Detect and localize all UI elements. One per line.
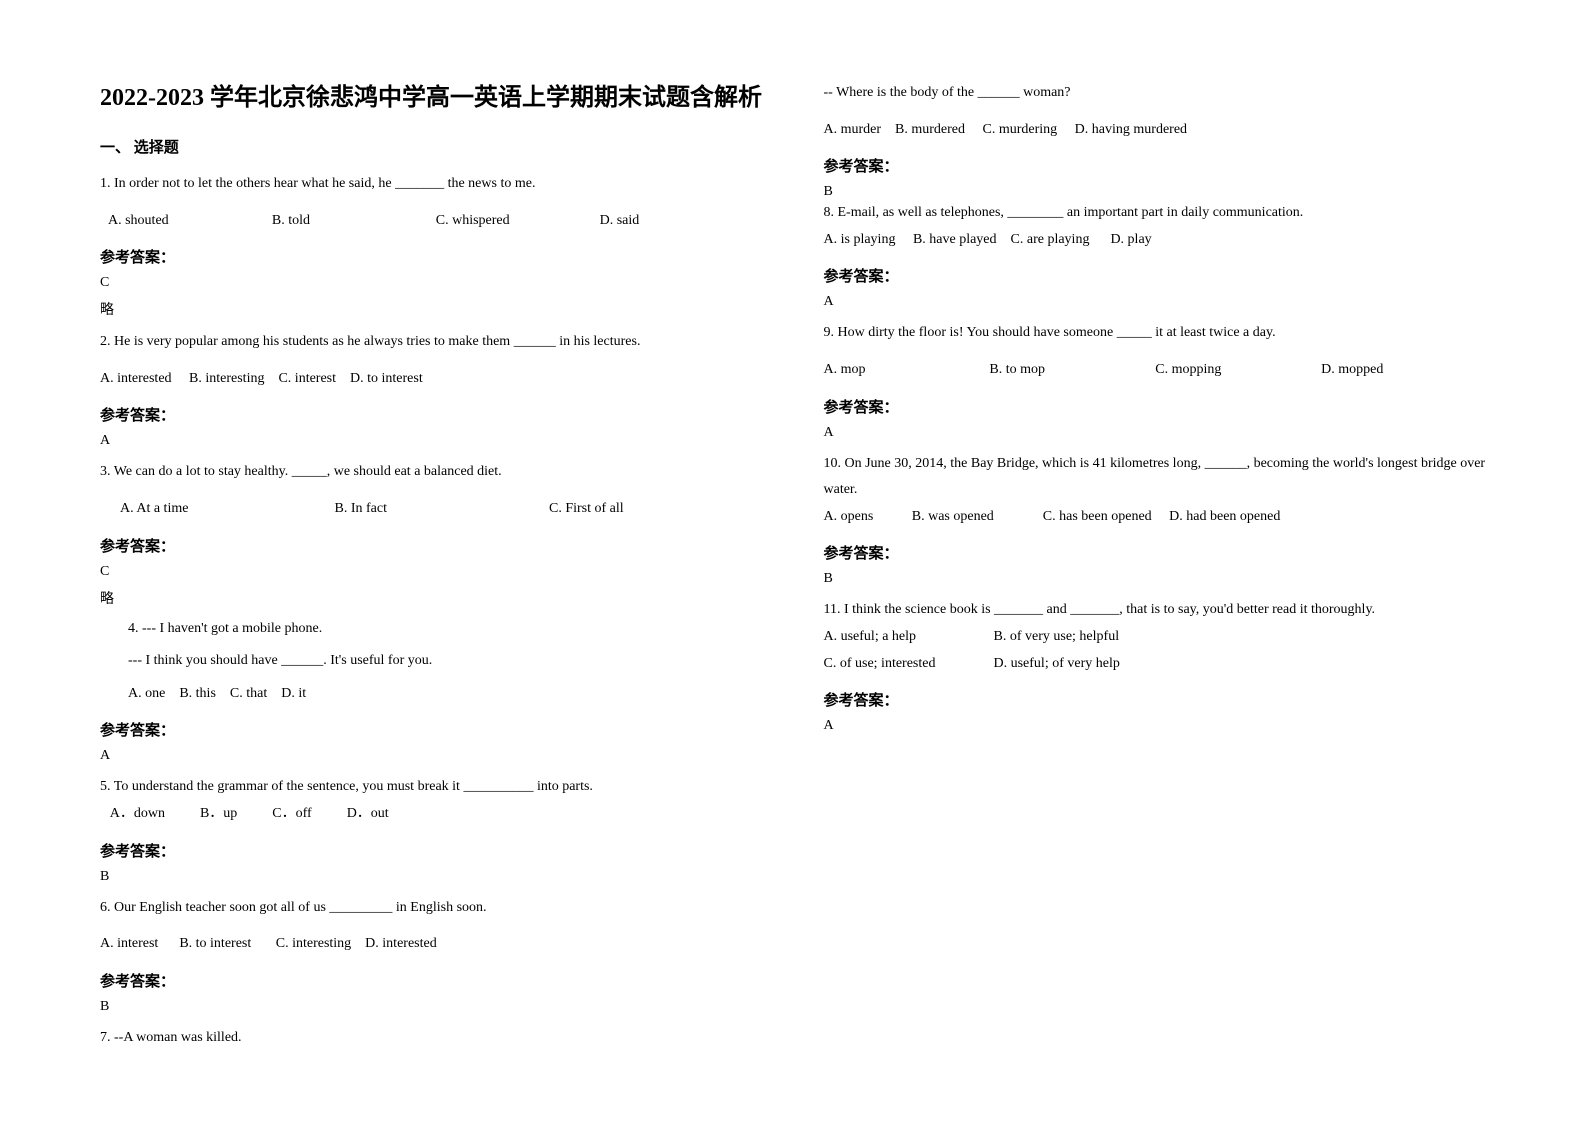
q8-block: B 8. E-mail, as well as telephones, ____… xyxy=(824,184,1488,286)
q1-note: 略 xyxy=(100,299,764,319)
q1-text: 1. In order not to let the others hear w… xyxy=(100,171,764,198)
q9-opt-c: C. mopping xyxy=(1155,357,1321,384)
q5-answer-label: 参考答案： xyxy=(100,840,764,861)
q10-answer: B xyxy=(824,571,1488,587)
q9-answer: A xyxy=(824,425,1488,441)
q1-answer: C xyxy=(100,275,764,291)
q10-text: 10. On June 30, 2014, the Bay Bridge, wh… xyxy=(824,451,1488,504)
q6-text: 6. Our English teacher soon got all of u… xyxy=(100,895,764,922)
q1-options: A. shouted B. told C. whispered D. said xyxy=(100,208,764,235)
q11-block: 11. I think the science book is _______ … xyxy=(824,597,1488,710)
q3-note: 略 xyxy=(100,588,764,608)
q9-opt-d: D. mopped xyxy=(1321,357,1487,384)
q1-opt-a: A. shouted xyxy=(108,208,272,235)
q11-opt-c: C. of use; interested xyxy=(824,651,994,678)
q3-answer-label: 参考答案： xyxy=(100,535,764,556)
page-container: 2022-2023 学年北京徐悲鸿中学高一英语上学期期末试题含解析 一、 选择题… xyxy=(0,0,1587,1122)
q5-block: 5. To understand the grammar of the sent… xyxy=(100,774,764,860)
q1-opt-c: C. whispered xyxy=(436,208,600,235)
q1-opt-b: B. told xyxy=(272,208,436,235)
q8-options: A. is playing B. have played C. are play… xyxy=(824,227,1488,254)
q3-options: A. At a time B. In fact C. First of all xyxy=(100,496,764,523)
q2-answer: A xyxy=(100,433,764,449)
q11-opt-b: B. of very use; helpful xyxy=(994,624,1120,651)
q5-text: 5. To understand the grammar of the sent… xyxy=(100,774,764,801)
q4-block: 4. --- I haven't got a mobile phone. ---… xyxy=(100,616,764,708)
q9-options: A. mop B. to mop C. mopping D. mopped xyxy=(824,357,1488,384)
q9-answer-label: 参考答案： xyxy=(824,396,1488,417)
q9-text: 9. How dirty the floor is! You should ha… xyxy=(824,320,1488,347)
q11-opt-a: A. useful; a help xyxy=(824,624,994,651)
q10-block: 10. On June 30, 2014, the Bay Bridge, wh… xyxy=(824,451,1488,564)
q8-text: 8. E-mail, as well as telephones, ______… xyxy=(824,200,1488,227)
document-title: 2022-2023 学年北京徐悲鸿中学高一英语上学期期末试题含解析 xyxy=(100,80,764,116)
q7-answer-label: 参考答案： xyxy=(824,155,1488,176)
q5-answer: B xyxy=(100,869,764,885)
q3-text: 3. We can do a lot to stay healthy. ____… xyxy=(100,459,764,486)
q7-line1: 7. --A woman was killed. xyxy=(100,1025,764,1052)
q5-options: A．down B．up C．off D．out xyxy=(100,801,764,828)
q4-answer: A xyxy=(100,748,764,764)
q2-options: A. interested B. interesting C. interest… xyxy=(100,366,764,393)
q4-options: A. one B. this C. that D. it xyxy=(128,681,764,708)
q4-answer-label: 参考答案： xyxy=(100,719,764,740)
q3-opt-c: C. First of all xyxy=(549,496,764,523)
q7-answer: B xyxy=(824,184,1488,200)
q9-opt-b: B. to mop xyxy=(989,357,1155,384)
q4-line2: --- I think you should have ______. It's… xyxy=(128,648,764,675)
q11-opt-d: D. useful; of very help xyxy=(994,651,1120,678)
q1-opt-d: D. said xyxy=(600,208,764,235)
q7-options: A. murder B. murdered C. murdering D. ha… xyxy=(824,117,1488,144)
q3-answer: C xyxy=(100,564,764,580)
q6-answer: B xyxy=(100,999,764,1015)
q11-answer-label: 参考答案： xyxy=(824,689,1488,710)
q11-options-row1: A. useful; a help B. of very use; helpfu… xyxy=(824,624,1488,651)
q6-answer-label: 参考答案： xyxy=(100,970,764,991)
q9-opt-a: A. mop xyxy=(824,357,990,384)
q2-text: 2. He is very popular among his students… xyxy=(100,329,764,356)
q7-line2: -- Where is the body of the ______ woman… xyxy=(824,80,1488,107)
q8-answer: A xyxy=(824,294,1488,310)
q10-options: A. opens B. was opened C. has been opene… xyxy=(824,504,1488,531)
q1-answer-label: 参考答案： xyxy=(100,246,764,267)
q4-line1: 4. --- I haven't got a mobile phone. xyxy=(128,616,764,643)
q11-options-row2: C. of use; interested D. useful; of very… xyxy=(824,651,1488,678)
q3-opt-b: B. In fact xyxy=(335,496,550,523)
q6-options: A. interest B. to interest C. interestin… xyxy=(100,931,764,958)
q2-answer-label: 参考答案： xyxy=(100,404,764,425)
q8-answer-label: 参考答案： xyxy=(824,265,1488,286)
q11-text: 11. I think the science book is _______ … xyxy=(824,597,1488,624)
q10-answer-label: 参考答案： xyxy=(824,542,1488,563)
q3-opt-a: A. At a time xyxy=(120,496,335,523)
section-header: 一、 选择题 xyxy=(100,136,764,157)
q11-answer: A xyxy=(824,718,1488,734)
